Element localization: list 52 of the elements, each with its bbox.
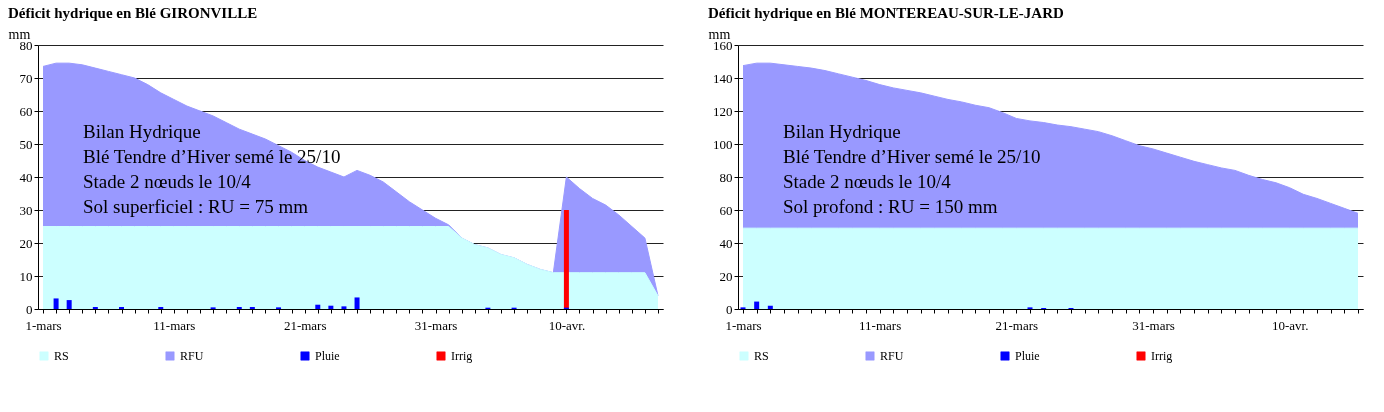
- y-tick-label: 40: [19, 169, 33, 185]
- chart-title: Déficit hydrique en Blé MONTEREAU-SUR-LE-JARD: [708, 5, 1064, 21]
- y-axis-title: mm: [8, 26, 31, 42]
- y-tick-label: 100: [713, 136, 733, 152]
- x-tick-label: 11-mars: [153, 317, 196, 333]
- y-tick-label: 20: [719, 268, 733, 284]
- annotation: Sol profond : RU = 150 mm: [783, 196, 998, 217]
- y-tick-label: 40: [719, 235, 733, 251]
- chart-title: Déficit hydrique en Blé GIRONVILLE: [8, 5, 258, 21]
- annotation: Sol superficiel : RU = 75 mm: [83, 196, 309, 217]
- annotation: Blé Tendre d’Hiver semé le 25/10: [783, 146, 1041, 167]
- bar: [66, 300, 72, 309]
- y-tick-label: 140: [713, 70, 733, 86]
- bar: [563, 210, 569, 309]
- x-tick-label: 31-mars: [414, 317, 458, 333]
- annotation: Bilan Hydrique: [83, 121, 201, 142]
- annotation: Stade 2 nœuds le 10/4: [83, 171, 252, 192]
- legend-label: Pluie: [315, 349, 340, 363]
- y-tick-label: 0: [726, 301, 733, 317]
- y-tick-label: 70: [19, 70, 33, 86]
- legend-label: RFU: [180, 349, 204, 363]
- x-tick-label: 1-mars: [25, 317, 62, 333]
- legend-label: Irrig: [1151, 349, 1173, 363]
- annotation: Stade 2 nœuds le 10/4: [783, 171, 952, 192]
- legend-label: RS: [54, 349, 69, 363]
- y-tick-label: 20: [19, 235, 33, 251]
- y-tick-label: 0: [26, 301, 33, 317]
- legend-label: RFU: [880, 349, 904, 363]
- y-axis-title: mm: [708, 26, 731, 42]
- y-tick-label: 60: [719, 202, 733, 218]
- x-tick-label: 1-mars: [725, 317, 762, 333]
- x-tick-label: 31-mars: [1132, 317, 1175, 333]
- bar: [53, 298, 59, 309]
- bar: [315, 304, 321, 309]
- x-tick-label: 10-avr.: [1271, 317, 1309, 333]
- legend-label: Irrig: [451, 349, 473, 363]
- annotation: Blé Tendre d’Hiver semé le 25/10: [83, 146, 341, 167]
- y-tick-label: 120: [713, 103, 733, 119]
- x-tick-label: 21-mars: [995, 317, 1039, 333]
- bar: [341, 306, 347, 309]
- y-tick-label: 10: [19, 268, 33, 284]
- legend-label: Pluie: [1015, 349, 1040, 363]
- y-tick-label: 50: [19, 136, 33, 152]
- y-tick-label: 80: [719, 169, 733, 185]
- y-tick-label: 60: [19, 103, 33, 119]
- legend-label: RS: [754, 349, 769, 363]
- bar: [354, 297, 360, 309]
- x-tick-label: 21-mars: [283, 317, 327, 333]
- x-tick-label: 11-mars: [859, 317, 902, 333]
- x-tick-label: 10-avr.: [548, 317, 586, 333]
- annotation: Bilan Hydrique: [783, 121, 901, 142]
- y-tick-label: 30: [19, 202, 33, 218]
